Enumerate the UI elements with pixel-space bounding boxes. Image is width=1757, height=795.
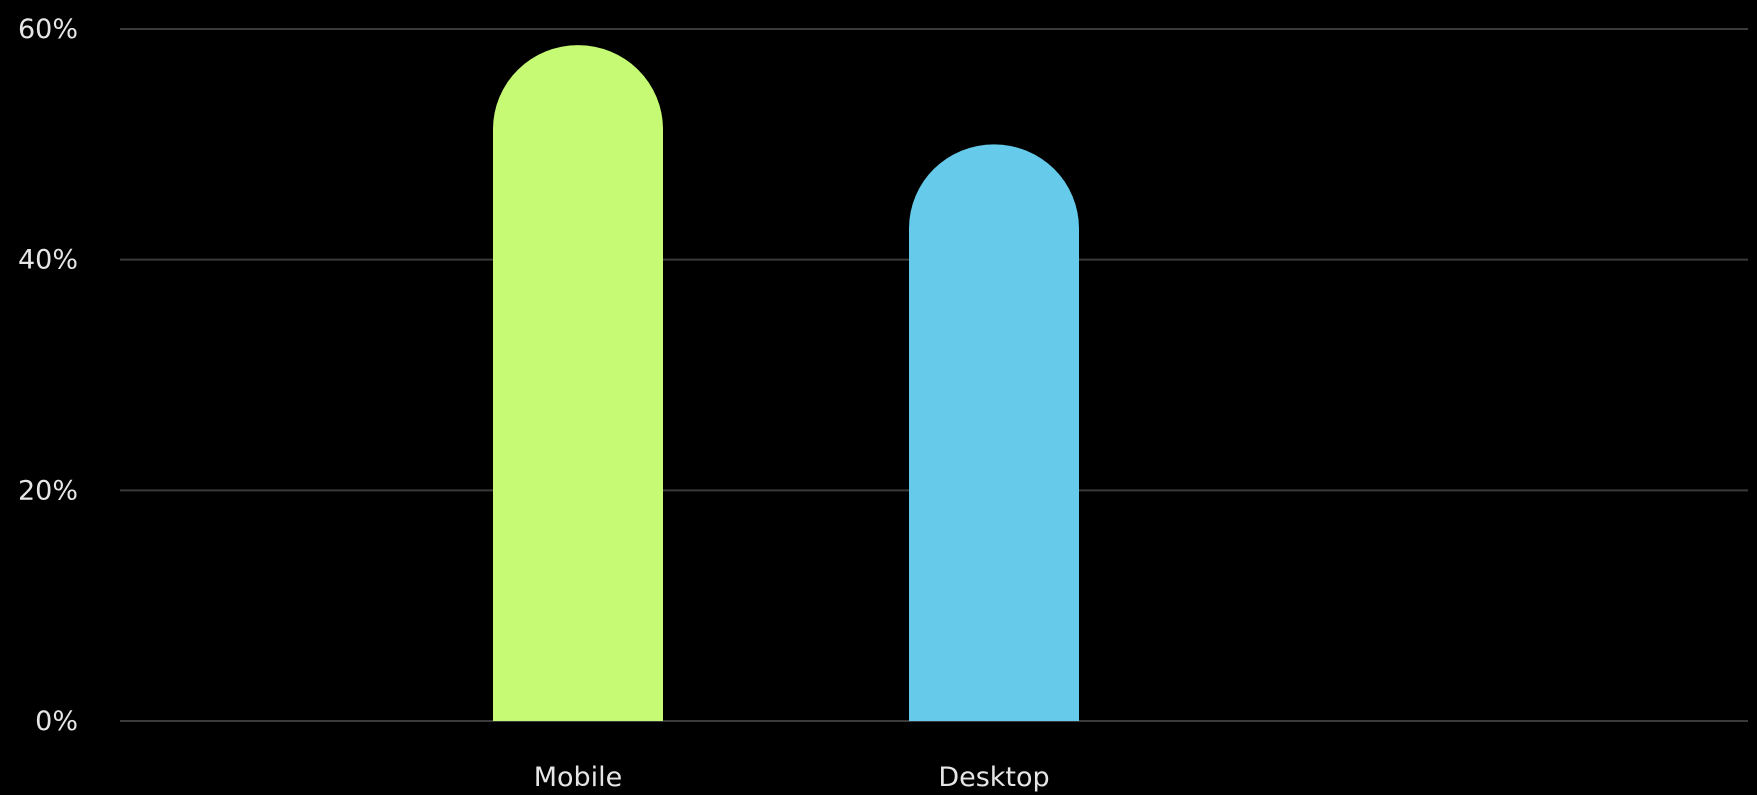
y-tick-label: 20% <box>18 475 78 506</box>
x-tick-label: Mobile <box>534 762 623 793</box>
y-tick-label: 40% <box>18 245 78 276</box>
bar-desktop <box>909 144 1079 722</box>
x-axis-labels: Mobile Desktop <box>534 762 1050 793</box>
x-tick-label: Desktop <box>938 762 1049 793</box>
y-tick-label: 60% <box>18 14 78 45</box>
bar-mobile <box>493 45 663 721</box>
bars <box>493 45 1079 722</box>
y-tick-label: 0% <box>35 706 78 737</box>
y-axis-ticks: 0% 20% 40% 60% <box>18 14 78 737</box>
